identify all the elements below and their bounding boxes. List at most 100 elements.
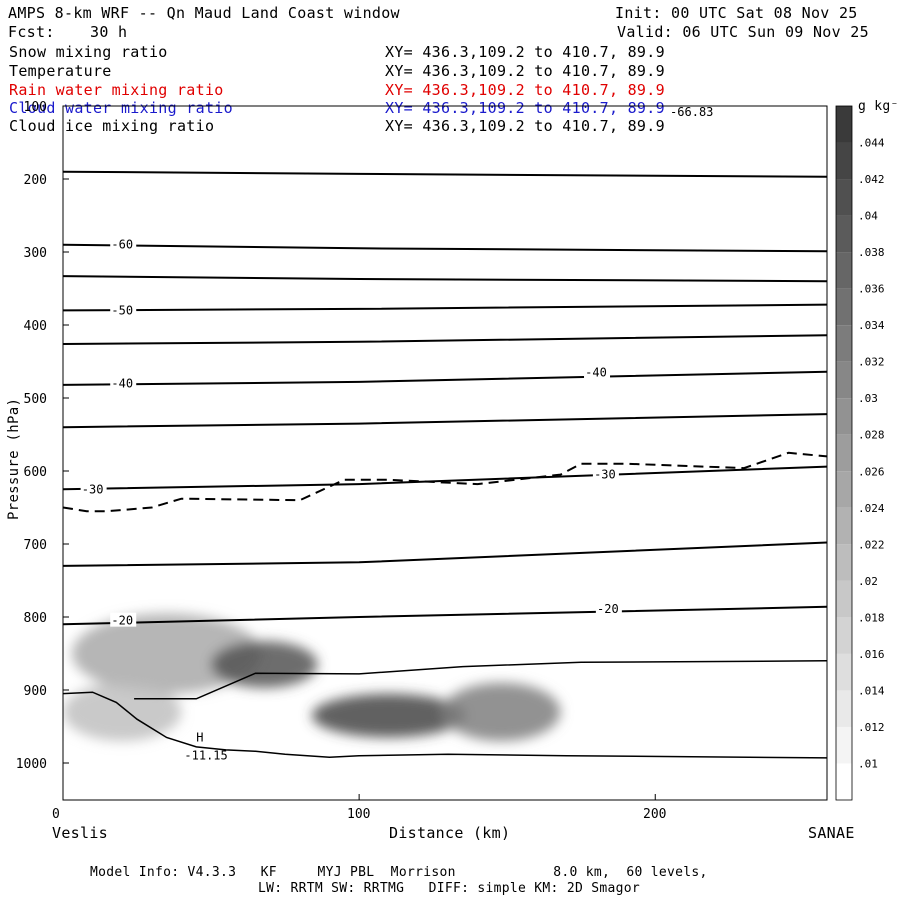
field-snow-xy: XY= 436.3,109.2 to 410.7, 89.9 [385, 43, 665, 61]
x-tick-label: 200 [643, 807, 667, 822]
mixing-ratio-blob [71, 613, 262, 694]
isotherm-label: -50 [111, 303, 133, 317]
model-info-physics: LW: RRTM SW: RRTMG DIFF: simple KM: 2D S… [258, 881, 640, 896]
model-info: Model Info: V4.3.3 KF MYJ PBL Morrison 8… [90, 865, 708, 880]
colorbar-level-label: .02 [858, 575, 878, 588]
field-snow: Snow mixing ratio [9, 43, 168, 61]
colorbar-level-label: .036 [858, 283, 885, 296]
colorbar-swatch [836, 580, 852, 618]
axis-layer: 100 200 300 400 500 600 700 800 900 1000 [16, 100, 656, 800]
forecast-label: Fcst: [8, 23, 55, 41]
isotherm-label-bg [595, 600, 622, 615]
isotherm-line [63, 170, 827, 178]
isotherm-line [63, 275, 827, 283]
field-cloud-water: Cloud water mixing ratio [9, 99, 233, 117]
isotherm-line [63, 541, 827, 567]
terrain-contour [63, 691, 827, 759]
isotherm-label: -20 [111, 614, 133, 628]
field-cloud-ice-xy: XY= 436.3,109.2 to 410.7, 89.9 [385, 117, 665, 135]
colorbar-level-label: .044 [858, 137, 885, 150]
colorbar-level-label: .016 [858, 648, 885, 661]
plot-frame [62, 105, 828, 801]
isotherm-line [63, 303, 827, 312]
y-tick-label: 300 [24, 246, 47, 261]
colorbar-swatch [836, 361, 852, 399]
colorbar-swatch [836, 763, 852, 800]
colorbar-level-label: .01 [858, 757, 878, 770]
colorbar-level-label: .024 [858, 502, 885, 515]
field-cloud-water-xy: XY= 436.3,109.2 to 410.7, 89.9 [385, 99, 665, 117]
colorbar-level-label: .038 [858, 246, 885, 259]
colorbar-level-label: .034 [858, 319, 885, 332]
forecast-hours: 30 h [90, 23, 128, 41]
high-marker: H [196, 730, 203, 744]
y-tick-label: 900 [24, 684, 47, 699]
isotherm-label-bg [110, 612, 137, 627]
isotherm-line [63, 334, 827, 345]
mixing-ratio-blob [311, 693, 466, 738]
isotherm-label: -40 [585, 365, 607, 379]
colorbar-swatch [836, 106, 852, 143]
colorbar-level-label: .04 [858, 210, 878, 223]
y-tick-label: 1000 [16, 757, 47, 772]
mixing-ratio-shading [63, 613, 561, 742]
right-endpoint-label: SANAE [808, 824, 855, 842]
colorbar-swatch [836, 471, 852, 508]
colorbar-level-label: .022 [858, 538, 885, 551]
colorbar-swatch [836, 215, 852, 253]
colorbar: .01 .012 .014 .016 .018 .02 .022 .024 .026 .028 .0… [835, 105, 885, 801]
mixing-ratio-blob [442, 682, 561, 742]
colorbar-unit: g kg⁻¹ [858, 99, 900, 114]
x-axis-label: Distance (km) [389, 824, 511, 842]
isotherm-label: -30 [82, 482, 104, 496]
colorbar-level-label: .03 [858, 392, 878, 405]
colorbar-swatch [836, 690, 852, 727]
isotherm-label-bg [110, 236, 137, 251]
y-tick-label: 100 [24, 100, 47, 115]
isotherm-label-bg [110, 375, 137, 390]
isotherm-line [134, 660, 827, 700]
isotherm-label: -20 [597, 602, 619, 616]
colorbar-level-label: .042 [858, 173, 885, 186]
isotherm-line [63, 413, 827, 429]
colorbar-swatch [836, 617, 852, 654]
isotherm-label: -60 [111, 238, 133, 252]
x-tick-label: 0 [52, 807, 60, 822]
left-endpoint-label: Veslis [52, 824, 108, 842]
mixing-ratio-blob [211, 641, 318, 688]
colorbar-swatch [836, 325, 852, 362]
y-tick-label: 600 [24, 465, 47, 480]
valid-time: Valid: 06 UTC Sun 09 Nov 25 [617, 23, 869, 41]
isotherm-line [63, 605, 827, 626]
contour-labels: -60 -50 -40 -30 -20 -40 -30 -20 H -11.15 -66.83 [80, 105, 713, 763]
colorbar-level-label: .014 [858, 684, 885, 697]
colorbar-level-label: .018 [858, 611, 885, 624]
init-time: Init: 00 UTC Sat 08 Nov 25 [615, 4, 858, 22]
colorbar-swatch [836, 726, 852, 764]
colorbar-level-label: .012 [858, 721, 885, 734]
colorbar-level-label: .026 [858, 465, 885, 478]
max-value-label: -66.83 [670, 105, 713, 119]
x-tick-label: 100 [347, 807, 371, 822]
y-tick-label: 400 [24, 319, 47, 334]
colorbar-swatch [836, 653, 852, 691]
y-tick-label: 200 [24, 173, 47, 188]
y-tick-label: 500 [24, 392, 47, 407]
colorbar-swatch [836, 398, 852, 435]
isotherm-label-bg [110, 302, 137, 317]
isotherm-line [63, 465, 827, 491]
colorbar-frame [835, 105, 853, 801]
field-rain-xy: XY= 436.3,109.2 to 410.7, 89.9 [385, 81, 665, 99]
isotherm-line [63, 243, 827, 253]
colorbar-swatch [836, 507, 852, 545]
y-axis-label: Pressure (hPa) [6, 397, 22, 520]
isotherm-line [63, 370, 827, 386]
ice-mixing-ratio-contour [63, 451, 827, 513]
shading-group [63, 613, 561, 742]
colorbar-level-label: .032 [858, 356, 885, 369]
isotherm-label: -30 [594, 468, 616, 482]
colorbar-swatch [836, 252, 852, 289]
field-temperature: Temperature [9, 62, 112, 80]
field-temperature-xy: XY= 436.3,109.2 to 410.7, 89.9 [385, 62, 665, 80]
